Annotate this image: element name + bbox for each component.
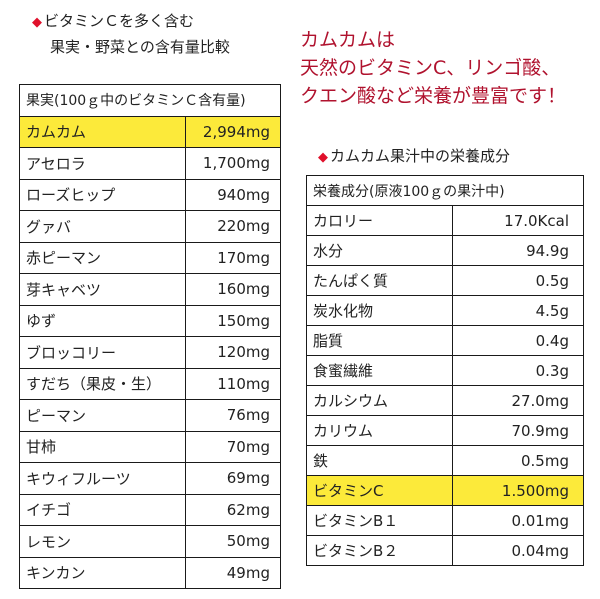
table-row: たんぱく質 0.5g: [305, 265, 584, 296]
row-name: キウィフルーツ: [18, 462, 187, 495]
camu-camu-headline: カムカムは 天然のビタミンC、リンゴ酸、 クエン酸など栄養が豊富です！: [300, 26, 566, 110]
row-name: ブロッコリー: [18, 336, 187, 369]
table-row: カルシウム 27.0mg: [305, 385, 584, 416]
table-header-row: 果実(100ｇ中のビタミンＣ含有量): [19, 84, 281, 117]
diamond-icon: ◆: [32, 15, 42, 30]
row-value: 2,994mg: [185, 115, 281, 148]
row-value: 1,700mg: [185, 147, 281, 180]
row-value: 94.9g: [452, 235, 584, 266]
headline-line-2: 天然のビタミンC、リンゴ酸、: [300, 57, 561, 79]
table-row: カロリー 17.0Kcal: [305, 205, 584, 236]
row-name: カロリー: [305, 205, 454, 236]
row-name: カリウム: [305, 415, 454, 446]
row-name: イチゴ: [18, 493, 187, 526]
row-value: 1.500mg: [452, 475, 584, 506]
row-value: 76mg: [185, 399, 281, 432]
row-name: レモン: [18, 525, 187, 558]
vitamin-c-comparison-heading: ◆ ビタミンＣを多く含む 果実・野菜との含有量比較: [32, 9, 230, 59]
table-header: 果実(100ｇ中のビタミンＣ含有量): [19, 84, 281, 117]
table-row: ビタミンB１ 0.01mg: [305, 505, 584, 536]
row-value: 150mg: [185, 304, 281, 337]
row-value: 160mg: [185, 273, 281, 306]
table-row: ピーマン 76mg: [18, 399, 281, 432]
row-value: 70mg: [185, 430, 281, 463]
table-row: アセロラ 1,700mg: [18, 147, 281, 180]
row-value: 0.5g: [452, 265, 584, 296]
row-value: 0.3g: [452, 355, 584, 386]
row-name: 赤ピーマン: [18, 241, 187, 274]
row-name: グァバ: [18, 210, 187, 243]
headline-line-3: クエン酸など栄養が豊富です！: [300, 85, 567, 107]
heading-line-1: ビタミンＣを多く含む: [44, 12, 195, 30]
table-row: 赤ピーマン 170mg: [18, 241, 281, 274]
table-row: 水分 94.9g: [305, 235, 584, 266]
row-value: 220mg: [185, 210, 281, 243]
row-value: 17.0Kcal: [452, 205, 584, 236]
table-row: カムカム 2,994mg: [18, 115, 281, 148]
row-name: 水分: [305, 235, 454, 266]
row-value: 120mg: [185, 336, 281, 369]
row-value: 62mg: [185, 493, 281, 526]
table-row: グァバ 220mg: [18, 210, 281, 243]
row-value: 69mg: [185, 462, 281, 495]
table-row: キンカン 49mg: [18, 556, 281, 589]
row-name: 食蜜繊維: [305, 355, 454, 386]
row-name: ビタミンC: [305, 475, 454, 506]
row-name: ローズヒップ: [18, 178, 187, 211]
table-row: 炭水化物 4.5g: [305, 295, 584, 326]
diamond-icon: ◆: [318, 150, 328, 165]
row-name: カムカム: [18, 115, 187, 148]
table-row: キウィフルーツ 69mg: [18, 462, 281, 495]
table-header: 栄養成分(原液100ｇの果汁中): [306, 175, 584, 206]
nutrition-heading-text: カムカム果汁中の栄養成分: [330, 147, 511, 165]
row-value: 0.04mg: [452, 535, 584, 566]
row-name: 炭水化物: [305, 295, 454, 326]
row-value: 940mg: [185, 178, 281, 211]
table-row: ローズヒップ 940mg: [18, 178, 281, 211]
headline-line-1: カムカムは: [300, 29, 396, 51]
table-row: すだち（果皮・生） 110mg: [18, 367, 281, 400]
table-row: ゆず 150mg: [18, 304, 281, 337]
row-name: 鉄: [305, 445, 454, 476]
table-row: カリウム 70.9mg: [305, 415, 584, 446]
table-row: 鉄 0.5mg: [305, 445, 584, 476]
table-row: ビタミンB２ 0.04mg: [305, 535, 584, 566]
row-value: 27.0mg: [452, 385, 584, 416]
row-name: たんぱく質: [305, 265, 454, 296]
row-value: 0.01mg: [452, 505, 584, 536]
row-value: 170mg: [185, 241, 281, 274]
nutrition-heading: ◆ カムカム果汁中の栄養成分: [318, 144, 510, 170]
table-row: 脂質 0.4g: [305, 325, 584, 356]
table-row: ブロッコリー 120mg: [18, 336, 281, 369]
row-value: 50mg: [185, 525, 281, 558]
row-value: 70.9mg: [452, 415, 584, 446]
row-name: カルシウム: [305, 385, 454, 416]
table-row: 食蜜繊維 0.3g: [305, 355, 584, 386]
vitamin-c-table: 果実(100ｇ中のビタミンＣ含有量) カムカム 2,994mg アセロラ 1,700m…: [18, 84, 281, 589]
row-name: ビタミンB２: [305, 535, 454, 566]
heading-line-2: 果実・野菜との含有量比較: [50, 38, 230, 56]
row-name: ピーマン: [18, 399, 187, 432]
row-name: ビタミンB１: [305, 505, 454, 536]
table-row: 甘柿 70mg: [18, 430, 281, 463]
row-name: アセロラ: [18, 147, 187, 180]
table-row: レモン 50mg: [18, 525, 281, 558]
nutrition-table: 栄養成分(原液100ｇの果汁中) カロリー 17.0Kcal 水分 94.9g たんぱく…: [305, 175, 584, 566]
row-name: ゆず: [18, 304, 187, 337]
row-name: 甘柿: [18, 430, 187, 463]
row-name: すだち（果皮・生）: [18, 367, 187, 400]
row-name: キンカン: [18, 556, 187, 589]
table-row: 芽キャベツ 160mg: [18, 273, 281, 306]
row-name: 脂質: [305, 325, 454, 356]
row-value: 4.5g: [452, 295, 584, 326]
row-value: 0.5mg: [452, 445, 584, 476]
row-name: 芽キャベツ: [18, 273, 187, 306]
row-value: 110mg: [185, 367, 281, 400]
table-row: ビタミンC 1.500mg: [305, 475, 584, 506]
table-row: イチゴ 62mg: [18, 493, 281, 526]
row-value: 49mg: [185, 556, 281, 589]
table-header-row: 栄養成分(原液100ｇの果汁中): [306, 175, 584, 206]
row-value: 0.4g: [452, 325, 584, 356]
